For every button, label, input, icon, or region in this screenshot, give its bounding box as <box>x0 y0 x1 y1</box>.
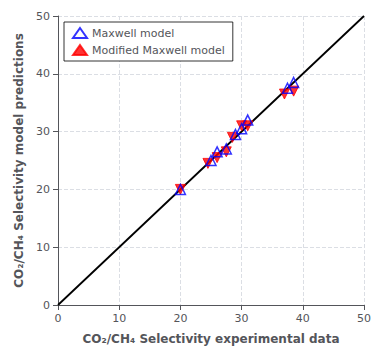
svg-text:50: 50 <box>36 10 50 23</box>
svg-text:10: 10 <box>112 312 126 325</box>
svg-text:Maxwell model: Maxwell model <box>92 27 174 40</box>
svg-text:20: 20 <box>173 312 187 325</box>
svg-text:10: 10 <box>36 241 50 254</box>
svg-text:CO₂/CH₄ Selectivity model pred: CO₂/CH₄ Selectivity model predictions <box>12 33 26 288</box>
svg-text:40: 40 <box>36 67 50 80</box>
svg-text:20: 20 <box>36 183 50 196</box>
svg-text:0: 0 <box>55 312 62 325</box>
svg-text:0: 0 <box>43 299 50 312</box>
svg-text:30: 30 <box>235 312 249 325</box>
svg-text:30: 30 <box>36 125 50 138</box>
svg-text:CO₂/CH₄ Selectivity experiment: CO₂/CH₄ Selectivity experimental data <box>82 332 339 346</box>
svg-text:Modified Maxwell model: Modified Maxwell model <box>92 44 225 57</box>
svg-text:50: 50 <box>357 312 371 325</box>
svg-text:40: 40 <box>296 312 310 325</box>
